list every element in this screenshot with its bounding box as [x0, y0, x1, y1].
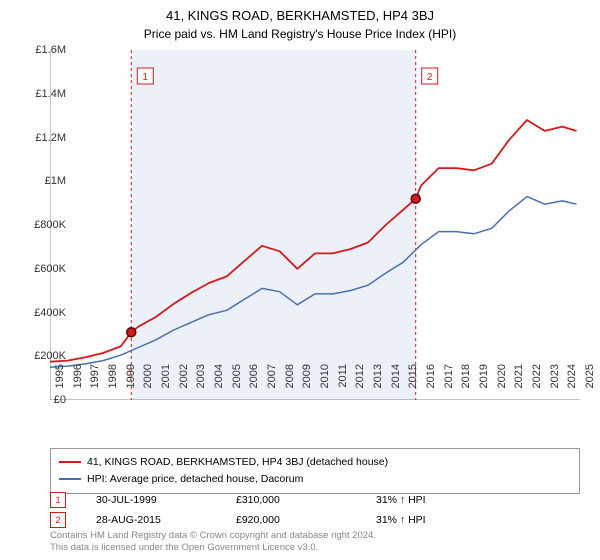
chart-subtitle: Price paid vs. HM Land Registry's House … [0, 23, 600, 41]
y-tick-label: £1M [45, 175, 66, 187]
legend-label: 41, KINGS ROAD, BERKHAMSTED, HP4 3BJ (de… [87, 454, 388, 471]
x-tick-label: 1997 [89, 364, 101, 404]
svg-text:2: 2 [427, 72, 433, 83]
marker-badge: 1 [50, 492, 66, 508]
x-tick-label: 2012 [354, 364, 366, 404]
legend-row: HPI: Average price, detached house, Daco… [59, 471, 571, 488]
x-tick-label: 2003 [195, 364, 207, 404]
marker-row: 1 30-JUL-1999 £310,000 31% ↑ HPI [50, 490, 580, 510]
marker-table: 1 30-JUL-1999 £310,000 31% ↑ HPI 2 28-AU… [50, 490, 580, 530]
y-tick-label: £400K [34, 307, 66, 319]
footer-line: Contains HM Land Registry data © Crown c… [50, 530, 376, 542]
x-tick-label: 1998 [107, 364, 119, 404]
x-tick-label: 2021 [513, 364, 525, 404]
x-tick-label: 2009 [301, 364, 313, 404]
y-tick-label: £1.6M [35, 44, 66, 56]
x-tick-label: 2008 [284, 364, 296, 404]
x-tick-label: 2017 [443, 364, 455, 404]
svg-text:1: 1 [142, 72, 148, 83]
x-tick-label: 2001 [160, 364, 172, 404]
legend-row: 41, KINGS ROAD, BERKHAMSTED, HP4 3BJ (de… [59, 454, 571, 471]
x-tick-label: 2007 [266, 364, 278, 404]
chart-container: 41, KINGS ROAD, BERKHAMSTED, HP4 3BJ Pri… [0, 0, 600, 560]
x-tick-label: 2018 [460, 364, 472, 404]
legend-label: HPI: Average price, detached house, Daco… [87, 471, 303, 488]
marker-row: 2 28-AUG-2015 £920,000 31% ↑ HPI [50, 510, 580, 530]
x-tick-label: 2019 [478, 364, 490, 404]
marker-change: 31% ↑ HPI [376, 514, 486, 526]
marker-badge: 2 [50, 512, 66, 528]
x-tick-label: 2000 [142, 364, 154, 404]
x-tick-label: 2023 [549, 364, 561, 404]
x-tick-label: 1995 [54, 364, 66, 404]
chart-title: 41, KINGS ROAD, BERKHAMSTED, HP4 3BJ [0, 0, 600, 23]
marker-change: 31% ↑ HPI [376, 494, 486, 506]
x-tick-label: 2010 [319, 364, 331, 404]
legend-swatch [59, 461, 81, 463]
y-tick-label: £200K [34, 350, 66, 362]
footer-line: This data is licensed under the Open Gov… [50, 542, 376, 554]
legend: 41, KINGS ROAD, BERKHAMSTED, HP4 3BJ (de… [50, 448, 580, 494]
y-tick-label: £1.4M [35, 88, 66, 100]
marker-date: 28-AUG-2015 [96, 514, 206, 526]
x-tick-label: 2024 [566, 364, 578, 404]
marker-price: £310,000 [236, 494, 346, 506]
x-tick-label: 2016 [425, 364, 437, 404]
x-tick-label: 2006 [248, 364, 260, 404]
marker-price: £920,000 [236, 514, 346, 526]
x-tick-label: 2002 [178, 364, 190, 404]
footer-text: Contains HM Land Registry data © Crown c… [50, 530, 376, 555]
x-tick-label: 2014 [390, 364, 402, 404]
x-tick-label: 2004 [213, 364, 225, 404]
y-tick-label: £1.2M [35, 132, 66, 144]
chart-svg: 12 [50, 50, 580, 400]
chart-plot-area: 12 [50, 50, 580, 400]
x-tick-label: 2013 [372, 364, 384, 404]
x-tick-label: 2025 [584, 364, 596, 404]
x-tick-label: 2020 [496, 364, 508, 404]
legend-swatch [59, 478, 81, 480]
y-tick-label: £600K [34, 263, 66, 275]
x-tick-label: 2022 [531, 364, 543, 404]
marker-date: 30-JUL-1999 [96, 494, 206, 506]
x-tick-label: 2005 [231, 364, 243, 404]
x-tick-label: 1996 [72, 364, 84, 404]
x-tick-label: 2011 [337, 364, 349, 404]
x-tick-label: 2015 [407, 364, 419, 404]
y-tick-label: £800K [34, 219, 66, 231]
x-tick-label: 1999 [125, 364, 137, 404]
